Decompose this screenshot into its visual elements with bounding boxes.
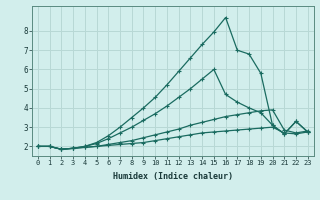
X-axis label: Humidex (Indice chaleur): Humidex (Indice chaleur) [113, 172, 233, 181]
